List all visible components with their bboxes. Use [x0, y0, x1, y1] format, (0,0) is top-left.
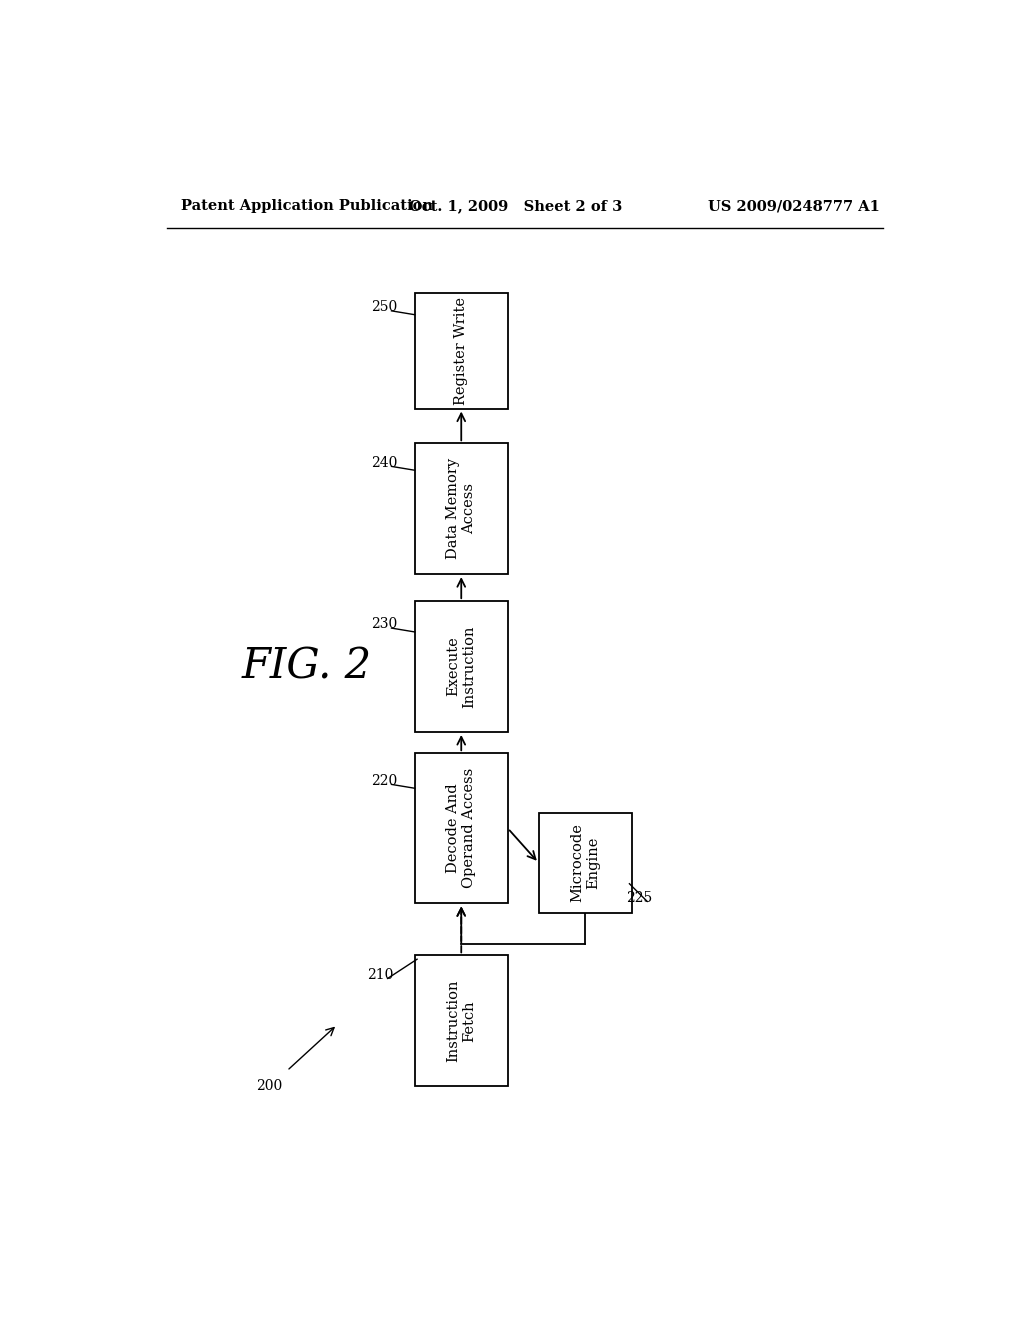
Text: Register Write: Register Write — [455, 297, 468, 405]
Bar — [415, 293, 508, 409]
Text: 225: 225 — [627, 891, 652, 904]
Text: Patent Application Publication: Patent Application Publication — [180, 199, 433, 213]
Text: 210: 210 — [367, 968, 393, 982]
Bar — [415, 444, 508, 574]
Bar — [415, 956, 508, 1086]
Text: Microcode
Engine: Microcode Engine — [570, 824, 600, 903]
Text: 240: 240 — [371, 455, 397, 470]
Bar — [415, 601, 508, 733]
Text: Oct. 1, 2009   Sheet 2 of 3: Oct. 1, 2009 Sheet 2 of 3 — [409, 199, 623, 213]
Bar — [415, 754, 508, 903]
Bar — [539, 813, 632, 913]
Text: 200: 200 — [256, 1080, 283, 1093]
Text: 220: 220 — [371, 774, 397, 788]
Text: Decode And
Operand Access: Decode And Operand Access — [446, 768, 476, 888]
Text: 250: 250 — [371, 300, 397, 314]
Text: Instruction
Fetch: Instruction Fetch — [446, 979, 476, 1063]
Text: Data Memory
Access: Data Memory Access — [446, 458, 476, 560]
Text: US 2009/0248777 A1: US 2009/0248777 A1 — [708, 199, 880, 213]
Text: 230: 230 — [371, 618, 397, 631]
Text: FIG. 2: FIG. 2 — [242, 645, 372, 688]
Text: Execute
Instruction: Execute Instruction — [446, 626, 476, 708]
